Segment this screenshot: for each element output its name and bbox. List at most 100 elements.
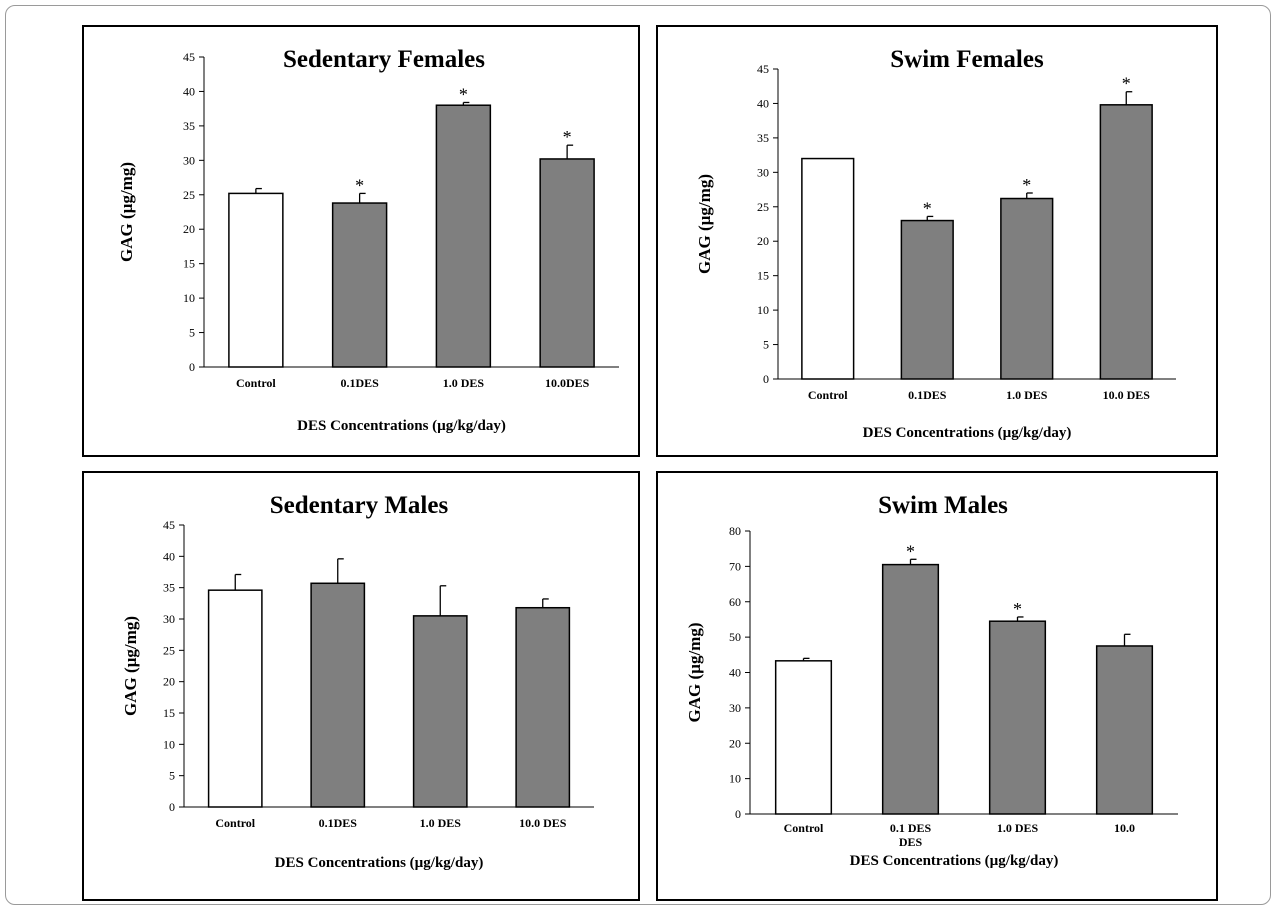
y-tick-label: 20 [757,234,769,248]
x-axis-title: DES Concentrations (µg/kg/day) [850,853,1059,869]
chart-svg: Swim Females 0 5 10 15 20 25 30 35 40 45 Control * 0.… [695,46,1176,441]
x-tick-label: 10.0 DES [519,816,567,830]
bar [515,606,571,808]
bar [988,620,1047,815]
y-tick-label: 25 [757,200,769,214]
y-tick-label: 70 [729,559,741,573]
x-tick-label: 0.1DES [340,376,379,390]
y-tick-label: 40 [757,96,769,110]
y-tick-label: 20 [729,736,741,750]
y-tick-label: 40 [183,84,195,98]
bar [539,158,595,368]
y-tick-label: 5 [169,769,175,783]
y-tick-label: 10 [757,303,769,317]
x-tick-label: Control [784,821,824,835]
y-tick-label: 10 [183,291,195,305]
bar [331,202,388,368]
chart-title: Sedentary Males [270,492,449,519]
bar [207,589,263,808]
y-tick-label: 30 [163,612,175,626]
y-axis-title: GAG (µg/mg) [121,616,140,716]
y-tick-label: 45 [183,50,195,64]
x-tick-label: 0.1 DES [890,821,932,835]
panel-sedentary-females: Sedentary Females 0 5 10 15 20 25 30 35 40 45 Contr… [82,25,640,457]
chart-svg: Sedentary Females 0 5 10 15 20 25 30 35 40 45 Contr… [117,46,619,434]
y-tick-label: 40 [729,666,741,680]
panel-sedentary-males: Sedentary Males 0 5 10 15 20 25 30 35 40 45 Control… [82,471,640,901]
panel-swim-females: Swim Females 0 5 10 15 20 25 30 35 40 45 Control * 0.… [656,25,1218,457]
bar [801,157,855,380]
x-tick-label: 10.0 DES [1103,388,1151,402]
bar [412,615,468,808]
x-axis-title: DES Concentrations (µg/kg/day) [297,418,506,434]
y-tick-label: 30 [757,165,769,179]
y-tick-label: 10 [729,772,741,786]
x-tick-label: 10.0 [1114,821,1135,835]
y-tick-label: 0 [763,372,769,386]
significance-marker: * [906,541,915,561]
y-tick-label: 35 [757,131,769,145]
y-tick-label: 15 [183,257,195,271]
y-tick-label: 35 [163,581,175,595]
y-tick-label: 5 [189,326,195,340]
y-tick-label: 45 [757,62,769,76]
x-tick-label: 1.0 DES [443,376,485,390]
chart-title: Swim Males [878,492,1008,519]
significance-marker: * [563,127,572,147]
y-tick-label: 25 [163,643,175,657]
y-tick-label: 30 [183,153,195,167]
y-tick-label: 15 [163,706,175,720]
x-tick-label: Control [808,388,848,402]
bar [881,563,940,815]
bar [774,660,833,815]
significance-marker: * [1122,74,1131,94]
y-tick-label: 60 [729,595,741,609]
x-tick-label: 0.1DES [319,816,358,830]
x-tick-label: 10.0DES [545,376,590,390]
chart-title: Swim Females [890,46,1044,73]
bar [310,582,366,808]
significance-marker: * [459,84,468,104]
y-tick-label: 0 [189,360,195,374]
panel-swim-males: Swim Males 0 10 20 30 40 50 60 70 80 Control * 0.1 D… [656,471,1218,901]
bar [228,192,284,368]
bar [435,104,492,368]
significance-marker: * [355,175,364,195]
y-tick-label: 15 [757,269,769,283]
y-tick-label: 80 [729,524,741,538]
x-tick-label: 1.0 DES [420,816,462,830]
y-tick-label: 45 [163,518,175,532]
bar [1099,104,1153,380]
y-tick-label: 40 [163,549,175,563]
y-tick-label: 0 [735,807,741,821]
significance-marker: * [1022,175,1031,195]
x-tick-label: 0.1DES [908,388,947,402]
bar [900,219,954,380]
y-tick-label: 30 [729,701,741,715]
chart-svg: Swim Males 0 10 20 30 40 50 60 70 80 Control * 0.1 D… [685,492,1178,869]
x-tick-label: 1.0 DES [1006,388,1048,402]
y-tick-label: 20 [163,675,175,689]
y-tick-label: 0 [169,800,175,814]
bar [1000,197,1054,380]
x-tick-label-line2: DES [899,835,923,849]
x-tick-label: Control [236,376,276,390]
y-tick-label: 25 [183,188,195,202]
x-tick-label: 1.0 DES [997,821,1039,835]
y-tick-label: 10 [163,737,175,751]
significance-marker: * [1013,599,1022,619]
x-tick-label: Control [215,816,255,830]
x-axis-title: DES Concentrations (µg/kg/day) [275,855,484,871]
bar [1095,645,1154,815]
y-axis-title: GAG (µg/mg) [695,174,714,274]
y-axis-title: GAG (µg/mg) [117,162,136,262]
significance-marker: * [923,198,932,218]
chart-title: Sedentary Females [283,46,485,73]
chart-svg: Sedentary Males 0 5 10 15 20 25 30 35 40 45 Control… [121,492,594,871]
y-tick-label: 50 [729,630,741,644]
y-tick-label: 35 [183,119,195,133]
y-tick-label: 5 [763,338,769,352]
y-axis-title: GAG (µg/mg) [685,623,704,723]
y-tick-label: 20 [183,222,195,236]
x-axis-title: DES Concentrations (µg/kg/day) [863,425,1072,441]
